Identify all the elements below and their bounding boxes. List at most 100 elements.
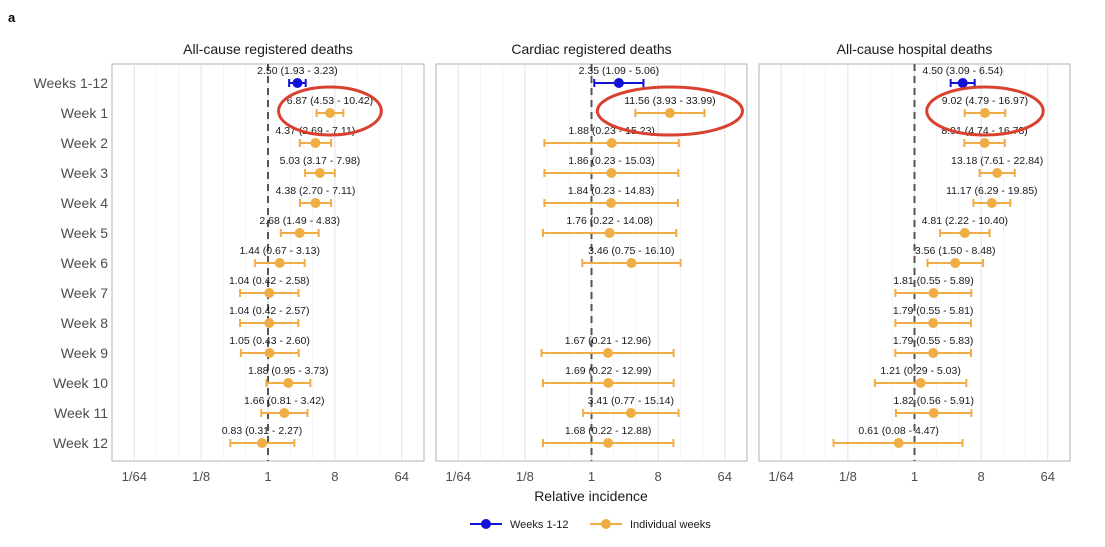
point-estimate (279, 408, 290, 418)
estimate-label: 1.76 (0.22 - 14.08) (566, 215, 652, 227)
x-tick-label: 8 (978, 469, 985, 484)
estimate-week-1: 9.02 (4.79 - 16.97) (942, 95, 1028, 118)
estimate-week-8: 1.04 (0.42 - 2.57) (229, 305, 310, 328)
point-estimate (979, 138, 990, 148)
x-tick-label: 1 (911, 469, 918, 484)
estimate-week-11: 1.66 (0.81 - 3.42) (244, 395, 325, 418)
estimate-label: 0.61 (0.08 - 4.47) (858, 425, 939, 437)
point-estimate (979, 108, 990, 118)
estimate-label: 13.18 (7.61 - 22.84) (951, 155, 1043, 167)
row-labels: Weeks 1-12 Week 1 Week 2 Week 3 Week 4 Week 5… (34, 75, 109, 451)
point-estimate (310, 198, 321, 208)
x-tick-label: 1/64 (446, 469, 471, 484)
point-estimate (950, 258, 961, 268)
x-tick-label: 64 (394, 469, 408, 484)
estimate-label: 6.87 (4.53 - 10.42) (287, 95, 373, 107)
panel-cardiac-registered-deaths: 1/64 1/8 1 8 64 Cardiac registered deaths 2.35… (435, 41, 748, 484)
point-estimate (604, 228, 615, 238)
legend-entry-individual-weeks: Individual weeks (590, 519, 711, 531)
panel-title: All-cause registered deaths (183, 41, 353, 57)
row-label-week-5: Week 5 (61, 225, 108, 241)
estimate-week-12: 0.61 (0.08 - 4.47) (832, 425, 964, 448)
point-estimate (274, 258, 285, 268)
panels: 1/64 1/8 1 8 64 All-cause registered deaths 2.… (111, 41, 1071, 484)
point-estimate (959, 228, 970, 238)
point-estimate (264, 348, 275, 358)
estimate-label: 9.02 (4.79 - 16.97) (942, 95, 1028, 107)
x-tick-label: 8 (331, 469, 338, 484)
estimate-label: 11.56 (3.93 - 33.99) (624, 95, 715, 107)
point-estimate (603, 378, 614, 388)
point-estimate (324, 108, 335, 118)
estimate-label: 3.41 (0.77 - 15.14) (588, 395, 674, 407)
estimate-week-4: 11.17 (6.29 - 19.85) (946, 185, 1038, 208)
point-estimate (606, 198, 617, 208)
point-estimate (928, 318, 939, 328)
legend-key-point (601, 519, 611, 529)
point-estimate (928, 348, 939, 358)
point-estimate (603, 438, 614, 448)
x-tick-label: 1/8 (516, 469, 534, 484)
estimate-weeks-1-12: 2.35 (1.09 - 5.06) (579, 65, 660, 88)
row-label-week-8: Week 8 (61, 315, 108, 331)
estimate-week-12: 1.68 (0.22 - 12.88) (541, 425, 675, 448)
estimate-week-12: 0.83 (0.31 - 2.27) (222, 425, 303, 448)
estimate-week-8: 1.79 (0.55 - 5.81) (893, 305, 974, 328)
legend-key-point (481, 519, 491, 529)
estimate-week-9: 1.05 (0.43 - 2.60) (229, 335, 310, 358)
estimate-week-5: 1.76 (0.22 - 14.08) (541, 215, 678, 238)
estimate-label: 1.79 (0.55 - 5.83) (893, 335, 974, 347)
estimate-label: 4.81 (2.22 - 10.40) (922, 215, 1008, 227)
estimate-label: 4.38 (2.70 - 7.11) (276, 185, 356, 197)
x-tick-label: 64 (718, 469, 732, 484)
point-estimate (292, 78, 303, 88)
estimate-week-5: 2.68 (1.49 - 4.83) (259, 215, 340, 238)
highlight-ellipse (925, 85, 1045, 137)
highlight-ellipse (595, 85, 745, 137)
estimate-label: 1.79 (0.55 - 5.81) (893, 305, 974, 317)
estimate-weeks-1-12: 4.50 (3.09 - 6.54) (922, 65, 1003, 88)
estimate-week-6: 3.56 (1.50 - 8.48) (915, 245, 996, 268)
point-estimate (294, 228, 305, 238)
row-label-week-3: Week 3 (61, 165, 108, 181)
estimate-label: 1.04 (0.42 - 2.58) (229, 275, 310, 287)
legend: Weeks 1-12 Individual weeks (470, 519, 711, 531)
row-label-week-11: Week 11 (54, 405, 108, 421)
row-label-week-6: Week 6 (61, 255, 108, 271)
estimate-week-1: 6.87 (4.53 - 10.42) (287, 95, 373, 118)
x-tick-label: 64 (1041, 469, 1055, 484)
row-label-week-4: Week 4 (61, 195, 108, 211)
row-label-week-1: Week 1 (61, 105, 108, 121)
legend-label: Individual weeks (630, 519, 711, 531)
point-estimate (992, 168, 1003, 178)
legend-entry-weeks-1-12: Weeks 1-12 (470, 519, 569, 531)
estimate-week-4: 4.38 (2.70 - 7.11) (276, 185, 356, 208)
panel-all-cause-registered-deaths: 1/64 1/8 1 8 64 All-cause registered deaths 2.… (111, 41, 425, 484)
highlight-ellipse (277, 85, 383, 137)
estimate-week-9: 1.67 (0.21 - 12.96) (540, 335, 675, 358)
estimate-label: 1.81 (0.55 - 5.89) (893, 275, 974, 287)
point-estimate (257, 438, 268, 448)
estimate-label: 2.35 (1.09 - 5.06) (579, 65, 660, 77)
panel-title: Cardiac registered deaths (511, 41, 671, 57)
estimate-week-4: 1.84 (0.23 - 14.83) (543, 185, 679, 208)
point-estimate (957, 78, 968, 88)
row-label-weeks-1-12: Weeks 1-12 (34, 75, 109, 91)
estimate-label: 1.86 (0.23 - 15.03) (568, 155, 654, 167)
estimate-label: 1.04 (0.42 - 2.57) (229, 305, 310, 317)
x-tick-label: 1/8 (192, 469, 210, 484)
estimate-label: 2.50 (1.93 - 3.23) (257, 65, 338, 77)
legend-label: Weeks 1-12 (510, 519, 569, 531)
estimate-label: 1.69 (0.22 - 12.99) (565, 365, 651, 377)
estimate-week-3: 5.03 (3.17 - 7.98) (280, 155, 360, 178)
estimate-week-1: 11.56 (3.93 - 33.99) (624, 95, 716, 118)
estimate-label: 3.56 (1.50 - 8.48) (915, 245, 996, 257)
estimate-label: 1.67 (0.21 - 12.96) (565, 335, 651, 347)
row-label-week-10: Week 10 (53, 375, 108, 391)
estimate-label: 0.83 (0.31 - 2.27) (222, 425, 303, 437)
point-estimate (664, 108, 675, 118)
estimate-week-3: 13.18 (7.61 - 22.84) (951, 155, 1043, 178)
point-estimate (606, 138, 617, 148)
point-estimate (283, 378, 294, 388)
point-estimate (314, 168, 325, 178)
